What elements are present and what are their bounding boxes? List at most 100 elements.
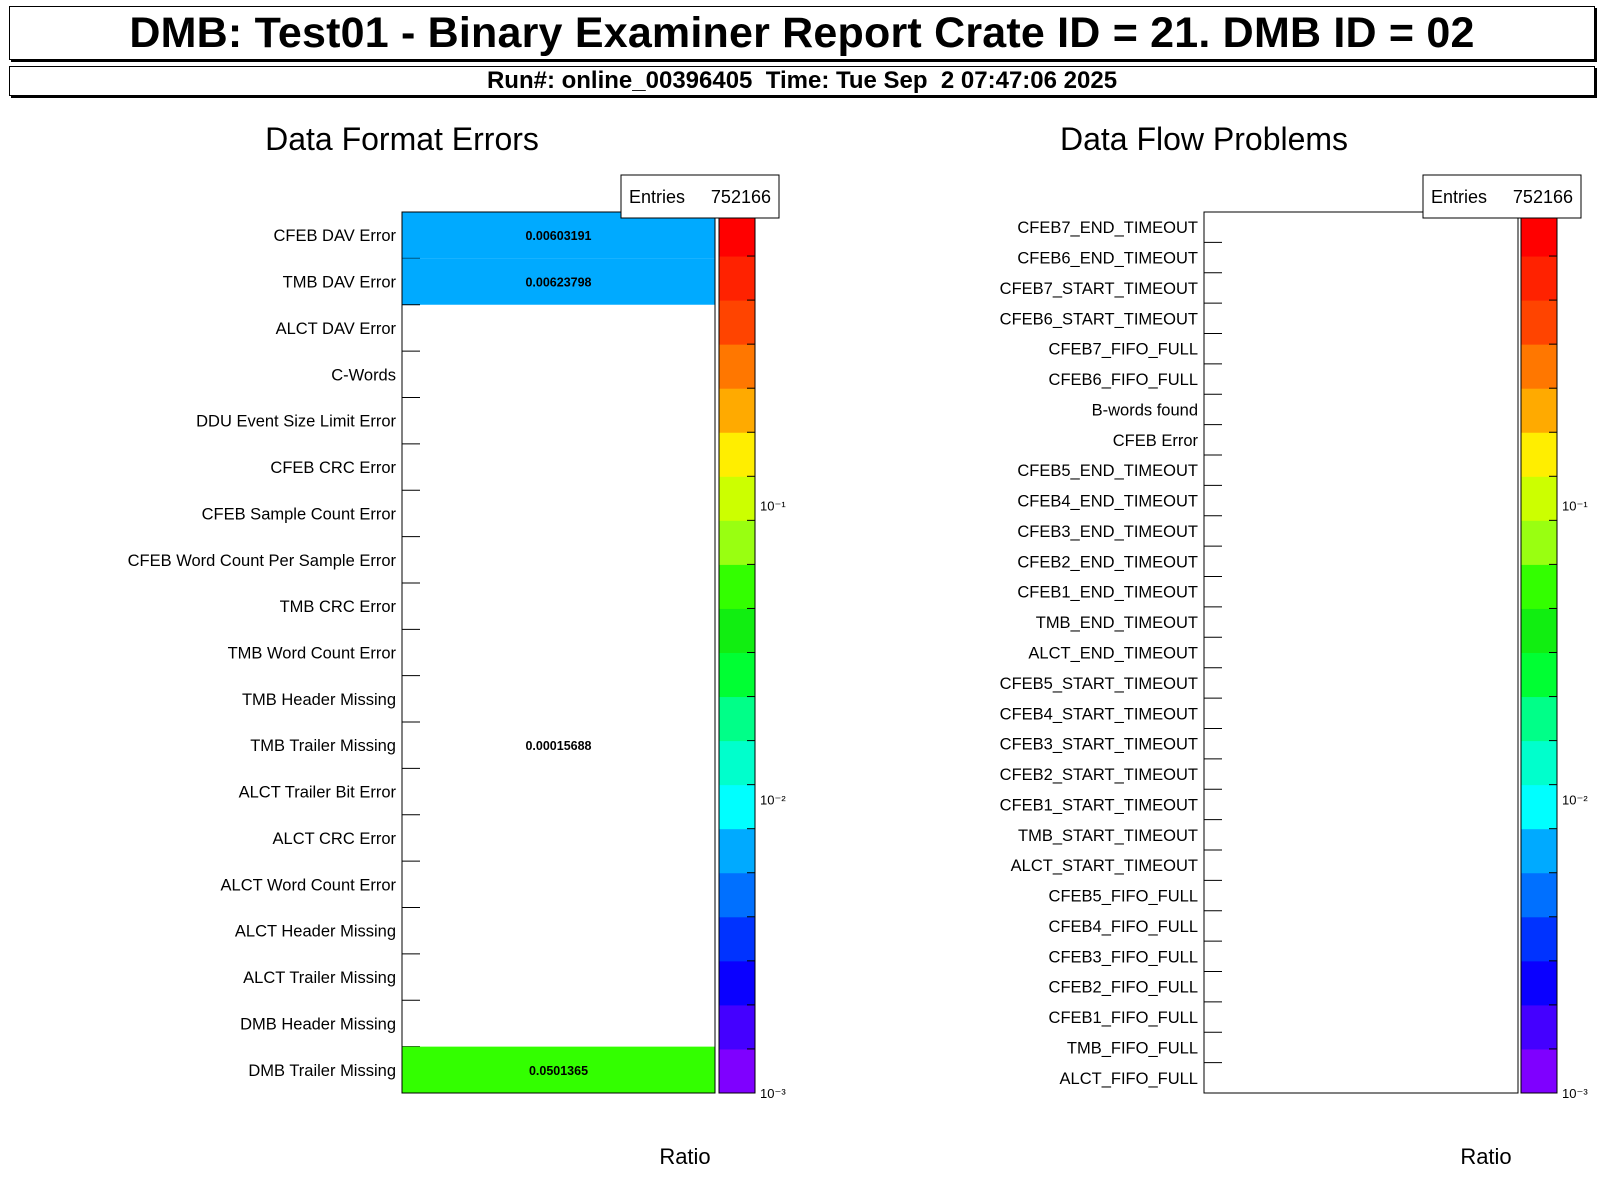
z-axis-label: Ratio: [659, 1144, 710, 1169]
category-label: ALCT Trailer Missing: [243, 969, 396, 987]
colorbar-tick-label: 10⁻³: [760, 1086, 786, 1101]
colorbar-segment: [719, 784, 755, 830]
category-label: ALCT_FIFO_FULL: [1060, 1070, 1198, 1088]
cell-value-label: 0.00603191: [525, 229, 591, 243]
stats-entries-label: Entries: [629, 187, 685, 207]
category-label: C-Words: [331, 366, 396, 384]
colorbar-segment: [1521, 1048, 1557, 1094]
category-label: TMB CRC Error: [280, 598, 397, 616]
colorbar-tick-label: 10⁻¹: [760, 499, 786, 514]
plot-area: [402, 212, 715, 1093]
category-label: TMB_START_TIMEOUT: [1018, 827, 1198, 845]
colorbar-segment: [719, 872, 755, 918]
category-label: CFEB CRC Error: [270, 459, 396, 477]
colorbar-segment: [719, 608, 755, 653]
colorbar-segment: [719, 1048, 755, 1094]
category-label: ALCT_START_TIMEOUT: [1011, 857, 1198, 875]
colorbar-segment: [1521, 960, 1557, 1006]
colorbar-segment: [719, 916, 755, 962]
category-label: DMB Trailer Missing: [248, 1062, 396, 1080]
colorbar-segment: [1521, 828, 1557, 874]
report-title: DMB: Test01 - Binary Examiner Report Cra…: [129, 8, 1475, 57]
colorbar-tick-label: 10⁻¹: [1562, 499, 1588, 514]
category-label: CFEB7_END_TIMEOUT: [1017, 219, 1198, 237]
stats-entries-value: 752166: [1513, 187, 1573, 207]
colorbar-segment: [719, 344, 755, 389]
category-label: CFEB1_FIFO_FULL: [1049, 1009, 1198, 1027]
plot-area: [1204, 212, 1518, 1093]
cell-value-label: 0.00015688: [525, 739, 591, 753]
category-label: CFEB4_END_TIMEOUT: [1017, 493, 1198, 511]
category-label: CFEB3_FIFO_FULL: [1049, 948, 1198, 966]
stats-entries-value: 752166: [711, 187, 771, 207]
colorbar-segment: [719, 388, 755, 433]
category-label: CFEB5_END_TIMEOUT: [1017, 462, 1198, 480]
colorbar-segment: [1521, 564, 1557, 609]
category-label: CFEB7_FIFO_FULL: [1049, 341, 1198, 359]
colorbar-segment: [719, 960, 755, 1006]
category-label: ALCT Trailer Bit Error: [239, 784, 397, 802]
colorbar-segment: [1521, 256, 1557, 301]
category-label: DDU Event Size Limit Error: [196, 413, 396, 431]
colorbar-segment: [1521, 916, 1557, 962]
category-label: CFEB Word Count Per Sample Error: [128, 552, 397, 570]
category-label: TMB Word Count Error: [228, 645, 397, 663]
stats-entries-label: Entries: [1431, 187, 1487, 207]
stats-box: [1422, 174, 1582, 219]
colorbar-segment: [1521, 608, 1557, 653]
histogram-panel-1: Data Format Errors CFEB DAV Error 0.006031…: [128, 121, 787, 1169]
colorbar-tick-label: 10⁻²: [1562, 792, 1588, 807]
heatmap-cell: [402, 212, 715, 259]
colorbar-segment: [719, 212, 755, 257]
category-label: TMB_END_TIMEOUT: [1036, 614, 1198, 632]
run-info-box: Run#: online_00396405 Time: Tue Sep 2 07…: [9, 66, 1595, 96]
heatmap-cell: [402, 1046, 715, 1093]
category-label: CFEB4_START_TIMEOUT: [1000, 705, 1198, 723]
colorbar-segment: [1521, 476, 1557, 521]
category-label: CFEB5_FIFO_FULL: [1049, 888, 1198, 906]
category-label: CFEB3_END_TIMEOUT: [1017, 523, 1198, 541]
colorbar-segment: [719, 300, 755, 345]
plot-frame: [401, 211, 716, 1094]
colorbar-segment: [719, 1004, 755, 1050]
category-label: ALCT DAV Error: [276, 320, 397, 338]
colorbar-segment: [719, 476, 755, 521]
cell-value-label: 0.00623798: [525, 276, 591, 290]
plot-frame: [1203, 211, 1519, 1094]
report-title-box: DMB: Test01 - Binary Examiner Report Cra…: [9, 6, 1595, 60]
category-label: CFEB1_END_TIMEOUT: [1017, 584, 1198, 602]
category-label: ALCT Header Missing: [235, 923, 396, 941]
category-label: CFEB6_END_TIMEOUT: [1017, 250, 1198, 268]
category-label: TMB Header Missing: [242, 691, 396, 709]
colorbar-segment: [1521, 388, 1557, 433]
category-label: ALCT CRC Error: [273, 830, 397, 848]
colorbar-segment: [1521, 696, 1557, 742]
category-label: CFEB4_FIFO_FULL: [1049, 918, 1198, 936]
colorbar-segment: [1521, 872, 1557, 918]
colorbar-segment: [1521, 212, 1557, 257]
run-info: Run#: online_00396405 Time: Tue Sep 2 07…: [486, 67, 1118, 94]
colorbar-segment: [1521, 344, 1557, 389]
colorbar-segment: [719, 564, 755, 609]
colorbar-segment: [719, 432, 755, 477]
category-label: CFEB7_START_TIMEOUT: [1000, 280, 1198, 298]
colorbar-tick-label: 10⁻³: [1562, 1086, 1588, 1101]
heatmap-cell: [402, 258, 715, 305]
category-label: CFEB DAV Error: [273, 227, 396, 245]
category-label: CFEB6_START_TIMEOUT: [1000, 310, 1198, 328]
category-label: CFEB Error: [1113, 432, 1199, 450]
colorbar-segment: [719, 828, 755, 874]
colorbar-segment: [1521, 520, 1557, 565]
colorbar-segment: [1521, 652, 1557, 698]
plot-title: Data Format Errors: [265, 121, 539, 157]
plot-title: Data Flow Problems: [1060, 121, 1348, 157]
category-label: ALCT Word Count Error: [221, 876, 397, 894]
colorbar-segment: [1521, 740, 1557, 786]
colorbar-segment: [719, 652, 755, 698]
category-label: TMB DAV Error: [283, 274, 397, 292]
colorbar-tick-label: 10⁻²: [760, 792, 786, 807]
colorbar-segment: [719, 520, 755, 565]
category-label: B-words found: [1092, 401, 1198, 419]
colorbar-segment: [1521, 432, 1557, 477]
